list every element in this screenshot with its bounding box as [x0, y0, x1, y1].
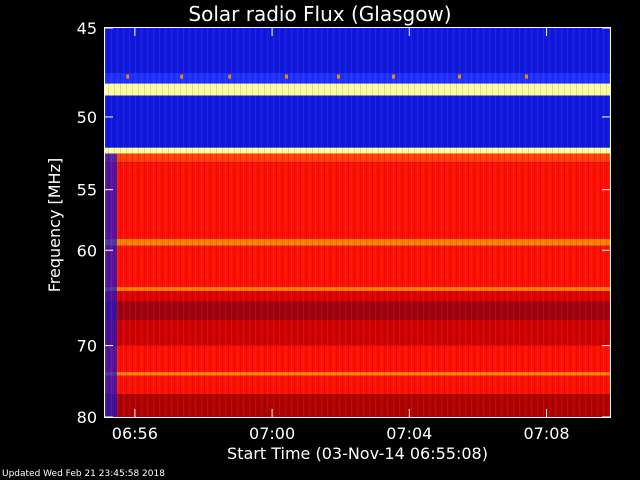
chart-title: Solar radio Flux (Glasgow) — [188, 2, 452, 26]
y-tick-label: 55 — [77, 181, 97, 200]
x-tick-label: 06:56 — [112, 424, 158, 443]
y-tick-label: 45 — [77, 19, 97, 38]
x-tick-label: 07:00 — [249, 424, 295, 443]
x-tick-label: 07:04 — [386, 424, 432, 443]
update-timestamp: Updated Wed Feb 21 23:45:58 2018 — [2, 469, 165, 479]
x-tick-label: 07:08 — [523, 424, 569, 443]
plot-frame — [104, 27, 611, 418]
y-tick-label: 80 — [77, 408, 97, 427]
y-axis-ticks: 45 50 55 60 70 80 — [77, 19, 610, 427]
noise-texture — [105, 28, 610, 417]
x-axis-ticks: 06:56 07:00 07:04 07:08 — [112, 28, 570, 443]
y-tick-label: 70 — [77, 337, 97, 356]
y-tick-label: 50 — [77, 108, 97, 127]
x-axis-label: Start Time (03-Nov-14 06:55:08) — [227, 444, 488, 463]
y-tick-label: 60 — [77, 241, 97, 260]
y-axis-label: Frequency [MHz] — [45, 157, 64, 293]
